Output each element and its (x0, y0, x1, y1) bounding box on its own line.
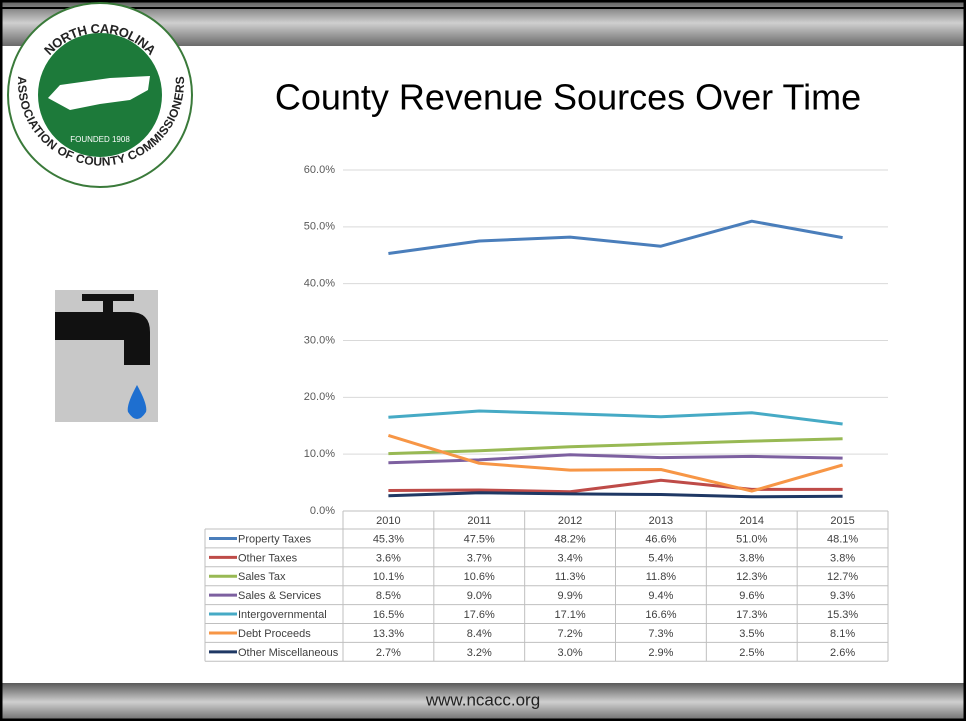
data-label: 3.8% (739, 552, 764, 564)
y-tick-label: 40.0% (304, 278, 335, 290)
data-label: 8.1% (830, 628, 855, 640)
legend-label: Other Taxes (238, 552, 298, 564)
data-label: 48.1% (827, 533, 858, 545)
y-tick-label: 0.0% (310, 505, 335, 517)
y-tick-label: 30.0% (304, 334, 335, 346)
y-tick-label: 10.0% (304, 448, 335, 460)
data-label: 47.5% (464, 533, 495, 545)
y-tick-label: 50.0% (304, 221, 335, 233)
series-line (388, 437, 843, 456)
data-label: 9.3% (830, 590, 855, 602)
data-label: 17.1% (554, 609, 585, 621)
faucet-stem (103, 298, 113, 312)
series-line (388, 453, 843, 465)
series-line (388, 219, 843, 255)
series-line (388, 478, 843, 494)
data-label: 3.2% (467, 647, 492, 659)
data-label: 3.8% (830, 552, 855, 564)
data-label: 12.3% (736, 571, 767, 583)
legend-label: Sales & Services (238, 590, 322, 602)
faucet-icon (55, 290, 158, 422)
x-tick-label: 2015 (830, 515, 854, 527)
legend-label: Property Taxes (238, 533, 312, 545)
data-label: 2.7% (376, 647, 401, 659)
x-tick-label: 2011 (467, 515, 491, 527)
data-label: 9.9% (558, 590, 583, 602)
x-tick-label: 2012 (558, 515, 582, 527)
legend-label: Intergovernmental (238, 609, 327, 621)
legend-label: Sales Tax (238, 571, 286, 583)
y-tick-label: 60.0% (304, 164, 335, 176)
data-label: 9.4% (648, 590, 673, 602)
footer-text: www.ncacc.org (425, 690, 540, 709)
data-label: 17.3% (736, 609, 767, 621)
series-line (388, 491, 843, 499)
data-label: 7.2% (558, 628, 583, 640)
data-label: 12.7% (827, 571, 858, 583)
logo-founded: FOUNDED 1908 (70, 135, 130, 144)
x-tick-label: 2014 (740, 515, 764, 527)
data-label: 16.5% (373, 609, 404, 621)
chart-title: County Revenue Sources Over Time (275, 77, 861, 118)
data-label: 46.6% (645, 533, 676, 545)
series-line (388, 409, 843, 426)
data-label: 11.3% (555, 571, 586, 583)
faucet-handle (82, 294, 134, 301)
data-label: 2.9% (648, 647, 673, 659)
data-label: 48.2% (554, 533, 585, 545)
data-label: 8.4% (467, 628, 492, 640)
water-drop (127, 385, 147, 419)
data-label: 8.5% (376, 590, 401, 602)
x-tick-label: 2013 (649, 515, 673, 527)
series-line (387, 433, 844, 493)
data-label: 9.0% (467, 590, 492, 602)
data-label: 2.5% (739, 647, 764, 659)
data-label: 3.7% (467, 552, 492, 564)
data-label: 10.6% (464, 571, 495, 583)
data-label: 51.0% (736, 533, 767, 545)
data-label: 3.5% (739, 628, 764, 640)
data-label: 15.3% (827, 609, 858, 621)
legend-label: Other Miscellaneous (238, 647, 339, 659)
nc-map (48, 76, 150, 110)
data-label: 10.1% (373, 571, 404, 583)
data-label: 5.4% (648, 552, 673, 564)
data-label: 7.3% (648, 628, 673, 640)
data-label: 9.6% (739, 590, 764, 602)
data-label: 17.6% (464, 609, 495, 621)
data-label: 45.3% (373, 533, 404, 545)
y-tick-label: 20.0% (304, 391, 335, 403)
data-label: 13.3% (373, 628, 404, 640)
data-label: 2.6% (830, 647, 855, 659)
x-tick-label: 2010 (376, 515, 400, 527)
legend-label: Debt Proceeds (238, 628, 311, 640)
data-label: 11.8% (646, 571, 677, 583)
footer-bar (0, 683, 966, 721)
data-label: 16.6% (645, 609, 676, 621)
data-label: 3.6% (376, 552, 401, 564)
data-label: 3.4% (558, 552, 583, 564)
faucet-body (55, 312, 150, 365)
logo: NORTH CAROLINA ASSOCIATION OF COUNTY COM… (7, 2, 193, 188)
data-label: 3.0% (558, 647, 583, 659)
